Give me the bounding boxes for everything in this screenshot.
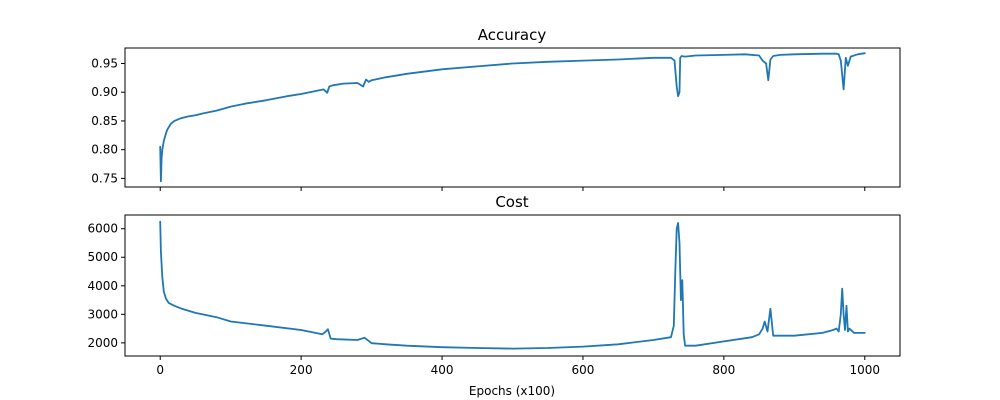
cost-axes-frame: [124, 214, 901, 357]
cost-y-tick-label: 3000: [87, 307, 118, 321]
cost-x-tick-label: 0: [156, 363, 164, 377]
accuracy-ticks: 0.75 0.80 0.85 0.90 0.95: [91, 57, 866, 191]
accuracy-y-tick-label: 0.90: [91, 85, 118, 99]
cost-ticks: 0 200 400 600 800 1000 2000 3000 4000 5000 6000: [87, 222, 880, 377]
cost-y-tick-label: 5000: [87, 250, 118, 264]
cost-y-tick-label: 2000: [87, 336, 118, 350]
cost-x-tick-label: 1000: [849, 363, 880, 377]
cost-x-tick-label: 200: [290, 363, 313, 377]
cost-x-tick-label: 400: [431, 363, 454, 377]
accuracy-y-tick-label: 0.85: [91, 114, 118, 128]
cost-panel: Cost 0 200 400 600 800 1000 2000 3000 4000 5000 60…: [87, 193, 901, 398]
accuracy-series-line: [159, 52, 866, 183]
cost-y-tick-label: 4000: [87, 279, 118, 293]
accuracy-y-tick-label: 0.75: [91, 171, 118, 185]
cost-title: Cost: [495, 193, 528, 211]
accuracy-panel: Accuracy 0.75 0.80 0.85 0.90 0.95: [91, 26, 901, 191]
accuracy-y-tick-label: 0.95: [91, 57, 118, 71]
accuracy-title: Accuracy: [478, 26, 547, 44]
cost-x-tick-label: 600: [572, 363, 595, 377]
cost-y-tick-label: 6000: [87, 222, 118, 236]
x-axis-label: Epochs (x100): [469, 384, 555, 398]
accuracy-y-tick-label: 0.80: [91, 143, 118, 157]
cost-x-tick-label: 800: [712, 363, 735, 377]
cost-series-line: [159, 220, 866, 350]
accuracy-axes-frame: [124, 47, 901, 188]
